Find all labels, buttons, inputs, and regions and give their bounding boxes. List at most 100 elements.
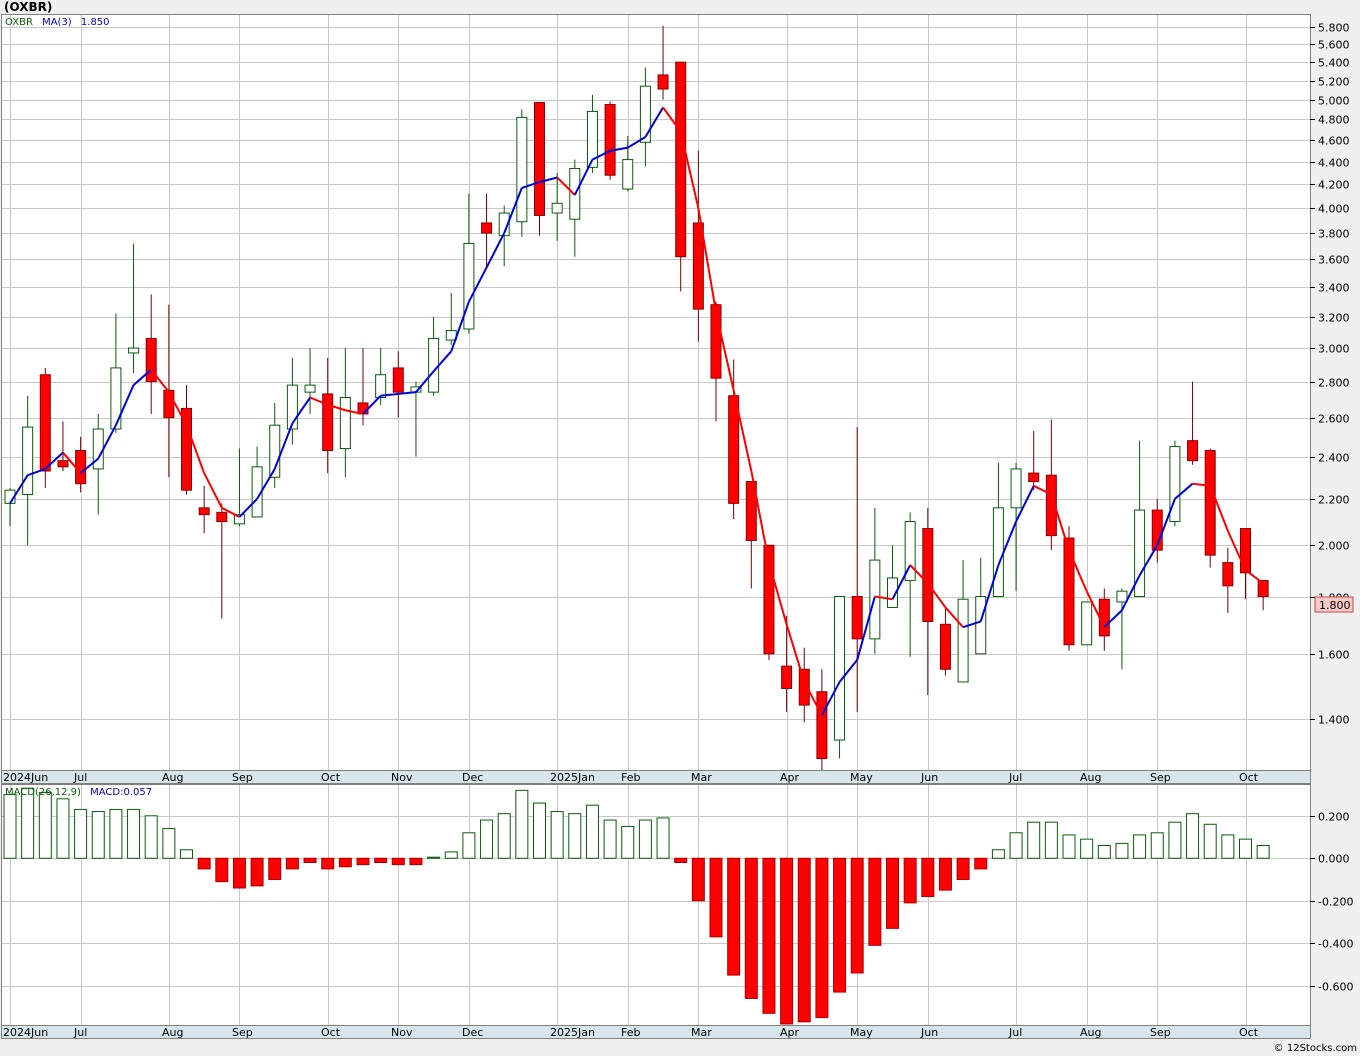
candle-body-down bbox=[481, 222, 493, 234]
candle-body-down bbox=[728, 395, 740, 504]
ma-segment bbox=[573, 159, 594, 196]
price-y-tick-label: 4.200 bbox=[1318, 179, 1350, 192]
price-candle bbox=[1028, 430, 1040, 491]
candle-body-down bbox=[75, 450, 87, 485]
ma-segment bbox=[132, 368, 152, 386]
price-candle bbox=[57, 421, 69, 471]
price-candle bbox=[1134, 440, 1146, 598]
macd-bar bbox=[303, 857, 317, 864]
candle-body-up bbox=[1081, 601, 1093, 646]
price-candle bbox=[110, 313, 122, 433]
macd-x-tick-label: Jul bbox=[1008, 1026, 1022, 1039]
last-price-label: 1.800 bbox=[1319, 599, 1351, 612]
macd-x-axis-labels: 2024Jun Jul Aug Sep Oct Nov Dec 2025Jan Feb Mar Ap… bbox=[3, 1026, 1259, 1039]
ma-segment bbox=[1068, 549, 1088, 592]
price-candle bbox=[834, 596, 846, 759]
ma-segment bbox=[450, 301, 470, 352]
ma-segment bbox=[1226, 530, 1247, 571]
price-y-tick-label: 2.000 bbox=[1318, 540, 1350, 553]
price-candle bbox=[286, 357, 298, 445]
price-y-axis: 1.400 1.600 1.800 2.000 2.200 2.400 2.600 2.800… bbox=[1310, 22, 1350, 727]
price-candle bbox=[1010, 462, 1022, 592]
price-x-tick-label: Oct bbox=[321, 771, 341, 784]
price-candle bbox=[392, 351, 404, 418]
candle-body-down bbox=[57, 460, 69, 468]
macd-bar bbox=[550, 811, 564, 859]
ma-segment bbox=[432, 350, 452, 372]
macd-bar bbox=[1168, 821, 1182, 859]
macd-bar bbox=[833, 857, 847, 993]
candle-body-up bbox=[834, 596, 846, 741]
candle-body-up bbox=[269, 424, 281, 478]
ma-segment bbox=[415, 370, 435, 393]
price-x-tick-label: Jun bbox=[920, 771, 938, 784]
ma-segment bbox=[27, 467, 46, 477]
ma-segment bbox=[362, 395, 382, 415]
candle-body-down bbox=[1204, 450, 1216, 556]
ma-segment bbox=[1174, 482, 1194, 500]
macd-bar bbox=[356, 857, 370, 866]
macd-y-tick-label: 0.000 bbox=[1318, 853, 1350, 866]
price-candle bbox=[128, 243, 140, 374]
candle-body-up bbox=[375, 374, 387, 399]
price-candle bbox=[639, 67, 651, 167]
candle-body-down bbox=[1240, 528, 1251, 574]
price-candle bbox=[1081, 601, 1093, 646]
price-x-axis-labels: 2024Jun Jul Aug Sep Oct Nov Dec 2025Jan Feb Mar Ap… bbox=[3, 771, 1259, 784]
macd-bar bbox=[991, 849, 1005, 859]
price-y-tick-label: 3.400 bbox=[1318, 282, 1350, 295]
ma-segment bbox=[1156, 498, 1176, 546]
ma-segment bbox=[679, 131, 700, 209]
macd-bar bbox=[1097, 845, 1111, 859]
macd-bar bbox=[780, 857, 794, 1025]
macd-x-tick-label: Feb bbox=[621, 1026, 640, 1039]
candle-body-down bbox=[322, 393, 334, 452]
candle-body-down bbox=[39, 374, 51, 472]
moving-average-line bbox=[9, 106, 1264, 716]
macd-bar bbox=[1133, 834, 1147, 859]
candle-body-up bbox=[428, 337, 440, 393]
macd-x-tick-label: May bbox=[850, 1026, 873, 1039]
price-candle bbox=[145, 294, 157, 414]
macd-bar bbox=[1009, 832, 1023, 859]
price-y-tick-label: 3.200 bbox=[1318, 312, 1350, 325]
ma-segment bbox=[521, 181, 540, 189]
candle-body-down bbox=[1098, 598, 1110, 637]
price-x-tick-label: Mar bbox=[691, 771, 712, 784]
candle-body-up bbox=[339, 397, 351, 450]
price-candle bbox=[551, 172, 563, 241]
candle-body-down bbox=[1257, 580, 1269, 598]
macd-bar bbox=[674, 857, 688, 864]
ma-segment bbox=[838, 659, 858, 683]
price-candle bbox=[1063, 526, 1075, 651]
price-candle bbox=[1257, 580, 1269, 611]
ma-segment bbox=[592, 149, 611, 161]
price-candle bbox=[710, 301, 722, 422]
candle-body-up bbox=[887, 577, 898, 608]
price-x-tick-label: Aug bbox=[162, 771, 183, 784]
macd-x-tick-label: Mar bbox=[691, 1026, 712, 1039]
ma-segment bbox=[327, 403, 346, 412]
price-candle bbox=[975, 557, 987, 655]
candle-body-down bbox=[816, 691, 828, 760]
price-candle bbox=[463, 193, 475, 334]
candle-body-down bbox=[710, 304, 722, 379]
macd-bar bbox=[744, 857, 758, 999]
ma-segment bbox=[1192, 482, 1211, 487]
macd-bar bbox=[1239, 838, 1252, 859]
price-y-tick-label: 2.400 bbox=[1318, 452, 1350, 465]
ma-segment bbox=[785, 624, 806, 683]
price-candle bbox=[622, 135, 634, 192]
macd-value-label: MACD:0.057 bbox=[90, 787, 152, 798]
ma-segment bbox=[273, 422, 294, 470]
ma-segment bbox=[662, 106, 682, 133]
macd-y-tick-label: -0.200 bbox=[1318, 896, 1353, 909]
macd-bar bbox=[691, 857, 705, 902]
candle-body-up bbox=[233, 514, 245, 525]
copyright-text: © 12Stocks.com bbox=[1274, 1043, 1357, 1054]
ma-segment bbox=[697, 207, 717, 313]
price-candle bbox=[816, 669, 828, 770]
ma-segment bbox=[1015, 485, 1035, 522]
price-y-tick-label: 5.200 bbox=[1318, 76, 1350, 89]
